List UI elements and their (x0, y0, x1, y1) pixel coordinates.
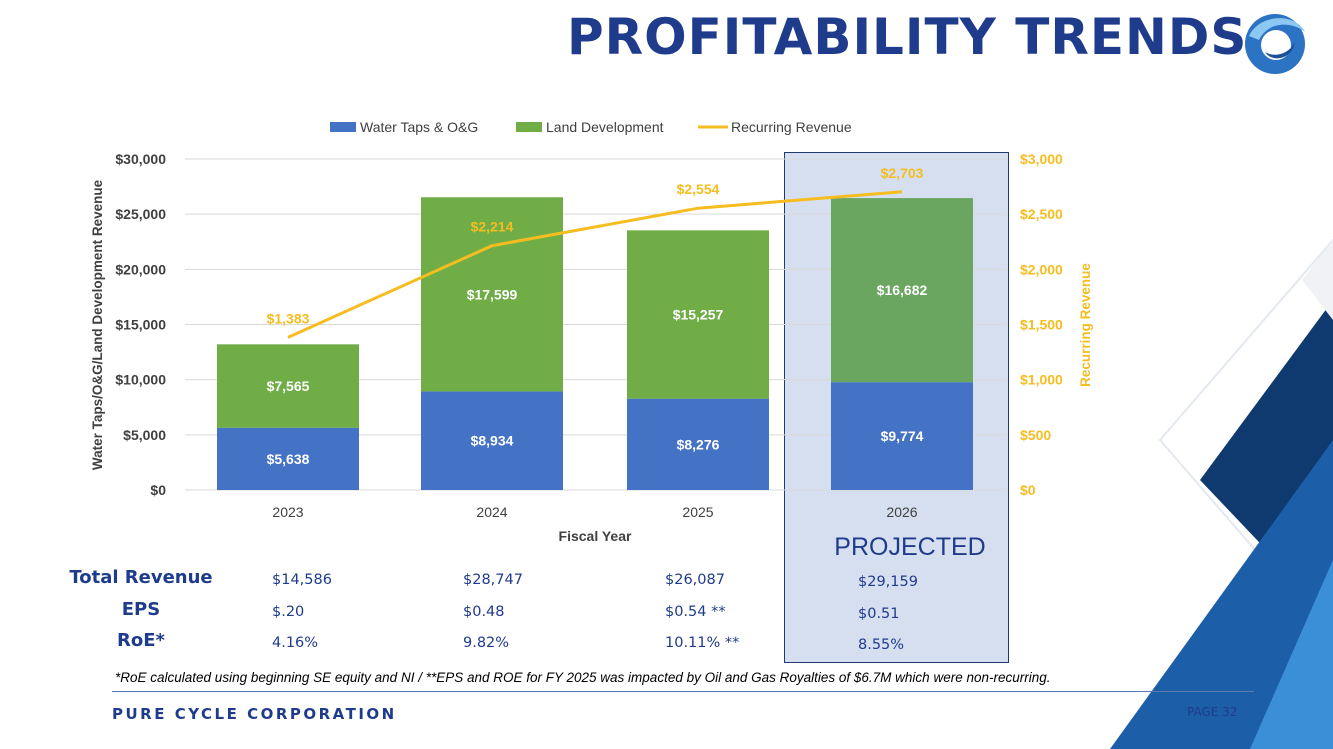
x-tick-label: 2026 (886, 504, 917, 520)
bar-water-taps-og (831, 382, 973, 490)
table-row-label: Total Revenue (69, 567, 213, 588)
table-cell: $0.48 (463, 604, 505, 620)
line-recurring-revenue (287, 190, 903, 339)
profitability-chart: $0 $5,000 $10,000 $15,000 $20,000 $25,000 $30,… (90, 119, 1093, 544)
footnote: *RoE calculated using beginning SE equit… (115, 670, 1051, 685)
company-name: PURE CYCLE CORPORATION (112, 705, 397, 723)
bar-water-taps-og (421, 391, 563, 490)
x-axis-title: Fiscal Year (559, 528, 632, 544)
legend-label-recurring: Recurring Revenue (731, 119, 852, 135)
table-cell: $28,747 (463, 572, 523, 588)
y-tick-label: $25,000 (115, 206, 166, 222)
y-tick-label: $15,000 (115, 317, 166, 333)
data-label-land: $16,682 (877, 282, 928, 298)
y2-tick-label: $2,000 (1020, 261, 1063, 277)
bar-land-development (217, 344, 359, 428)
y-tick-label: $0 (150, 482, 166, 498)
legend-swatch-water (330, 122, 356, 132)
x-tick-label: 2025 (682, 504, 713, 520)
legend-label-water: Water Taps & O&G (360, 119, 478, 135)
y-axis-title: Water Taps/O&G/Land Development Revenue (90, 179, 105, 470)
y2-tick-label: $1,000 (1020, 372, 1063, 388)
bar-water-taps-og (627, 398, 769, 490)
table-cell: $14,586 (272, 572, 332, 588)
table-row-label: RoE* (117, 630, 165, 651)
table-cell: $26,087 (665, 572, 725, 588)
projected-label: PROJECTED (834, 533, 986, 561)
table-cell: $0.54 ** (665, 604, 726, 620)
data-label-recurring: $2,554 (677, 181, 720, 197)
x-tick-label: 2024 (476, 504, 507, 520)
page-title: PROFITABILITY TRENDS (567, 8, 1248, 66)
footer-divider (112, 691, 1254, 692)
legend-swatch-land (516, 122, 542, 132)
legend-label-land: Land Development (546, 119, 664, 135)
table-row-label: EPS (121, 599, 161, 620)
bar-land-development (831, 198, 973, 383)
y2-tick-label: $2,500 (1020, 206, 1063, 222)
data-label-water: $5,638 (267, 451, 310, 467)
data-label-land: $17,599 (467, 286, 518, 302)
table-cell: 8.55% (858, 637, 905, 653)
data-label-water: $8,934 (471, 433, 514, 449)
bar-land-development (421, 197, 563, 392)
table-cell: $29,159 (858, 574, 918, 590)
table-cell: 9.82% (463, 635, 510, 651)
data-label-land: $15,257 (673, 307, 724, 323)
table-cell: $.20 (272, 604, 305, 620)
table-cell: 10.11% ** (665, 635, 740, 651)
y-tick-label: $30,000 (115, 151, 166, 167)
data-label-recurring: $1,383 (267, 310, 310, 326)
x-tick-label: 2023 (272, 504, 303, 520)
y-tick-label: $20,000 (115, 261, 166, 277)
y2-tick-label: $3,000 (1020, 151, 1063, 167)
data-label-recurring: $2,703 (881, 165, 924, 181)
data-label-water: $8,276 (677, 436, 720, 452)
table-cell: $0.51 (858, 606, 900, 622)
y2-tick-label: $1,500 (1020, 317, 1063, 333)
wave-logo-icon (1245, 14, 1305, 74)
y2-tick-label: $0 (1020, 482, 1036, 498)
table-cell: 4.16% (272, 635, 319, 651)
bar-land-development (627, 230, 769, 399)
data-label-land: $7,565 (267, 378, 310, 394)
y2-tick-label: $500 (1020, 427, 1051, 443)
bar-water-taps-og (217, 427, 359, 490)
page-number: PAGE 32 (1187, 705, 1238, 719)
y-tick-label: $5,000 (123, 427, 166, 443)
data-label-recurring: $2,214 (471, 219, 514, 235)
data-label-water: $9,774 (881, 428, 924, 444)
y-tick-label: $10,000 (115, 372, 166, 388)
y2-axis-title: Recurring Revenue (1078, 263, 1093, 387)
